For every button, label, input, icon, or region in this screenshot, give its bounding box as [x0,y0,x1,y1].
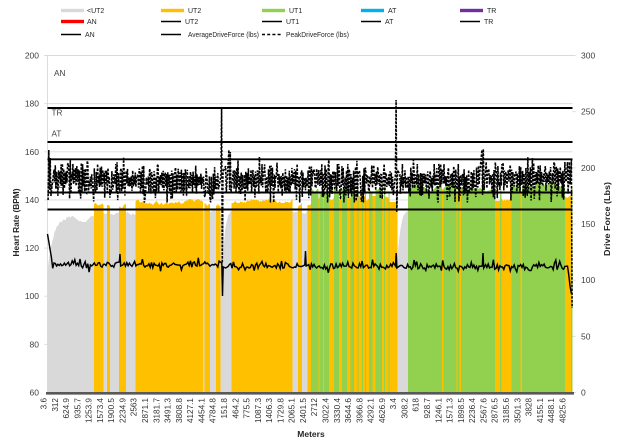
svg-text:2401.5: 2401.5 [299,398,308,423]
svg-text:PeakDriveForce (lbs): PeakDriveForce (lbs) [286,32,349,39]
svg-text:UT1: UT1 [289,8,302,15]
svg-text:1087.3: 1087.3 [254,398,263,423]
svg-text:AN: AN [54,69,65,78]
svg-text:4127.1: 4127.1 [186,398,195,423]
svg-text:3181.7: 3181.7 [152,398,161,423]
svg-text:UT1: UT1 [286,19,299,26]
svg-text:4155.1: 4155.1 [536,398,545,423]
svg-text:151.8: 151.8 [220,398,229,419]
svg-text:3828: 3828 [525,398,534,417]
svg-text:775.5: 775.5 [243,398,252,419]
svg-text:3.4: 3.4 [389,398,398,410]
svg-text:1253.9: 1253.9 [85,398,94,423]
svg-text:AT: AT [385,19,394,26]
svg-text:AverageDriveForce (lbs): AverageDriveForce (lbs) [188,32,259,39]
svg-text:180: 180 [25,99,39,109]
svg-text:AN: AN [87,19,97,26]
svg-text:<UT2: <UT2 [87,8,104,15]
svg-text:60: 60 [30,388,40,398]
svg-text:1900.5: 1900.5 [107,398,116,423]
svg-text:150: 150 [581,219,595,229]
svg-text:4626.9: 4626.9 [378,398,387,423]
svg-text:2236.4: 2236.4 [468,398,477,423]
svg-text:100: 100 [581,275,595,285]
svg-text:AT: AT [388,8,397,15]
svg-text:3.6: 3.6 [40,398,49,410]
svg-text:1573.4: 1573.4 [96,398,105,423]
svg-text:2712: 2712 [310,398,319,417]
svg-text:AN: AN [85,32,95,39]
svg-text:2567.6: 2567.6 [479,398,488,423]
svg-text:2234.9: 2234.9 [119,398,128,423]
svg-text:3491.3: 3491.3 [164,398,173,423]
svg-text:80: 80 [30,339,40,349]
svg-text:3185.6: 3185.6 [502,398,511,423]
svg-text:160: 160 [25,147,39,157]
svg-text:3501.3: 3501.3 [513,398,522,423]
svg-text:1571.3: 1571.3 [446,398,455,423]
svg-text:TR: TR [487,8,496,15]
svg-text:464.2: 464.2 [231,398,240,419]
svg-text:140: 140 [25,195,39,205]
svg-text:2876.5: 2876.5 [491,398,500,423]
svg-text:100: 100 [25,291,39,301]
svg-text:TR: TR [52,109,63,118]
svg-text:200: 200 [25,51,39,61]
svg-text:Meters: Meters [297,429,325,439]
svg-text:UT2: UT2 [185,19,198,26]
svg-text:UT2: UT2 [188,8,201,15]
svg-text:250: 250 [581,107,595,117]
svg-text:4825.6: 4825.6 [558,398,567,423]
svg-text:3022.4: 3022.4 [322,398,331,423]
svg-text:UT2: UT2 [47,181,63,190]
svg-text:Drive Force (Lbs): Drive Force (Lbs) [602,182,612,256]
svg-text:50: 50 [581,331,591,341]
svg-text:928.7: 928.7 [423,398,432,419]
svg-text:3966.8: 3966.8 [355,398,364,423]
svg-text:2871.1: 2871.1 [141,398,150,423]
svg-text:300: 300 [581,51,595,61]
svg-text:4454.1: 4454.1 [197,398,206,423]
svg-text:TR: TR [484,19,493,26]
svg-text:312: 312 [51,398,60,412]
svg-text:3330.4: 3330.4 [333,398,342,423]
svg-text:4488.1: 4488.1 [547,398,556,423]
svg-text:4292.1: 4292.1 [367,398,376,423]
svg-text:624.9: 624.9 [62,398,71,419]
svg-text:3808.8: 3808.8 [175,398,184,423]
svg-text:200: 200 [581,163,595,173]
svg-text:618: 618 [412,398,421,412]
svg-text:0: 0 [581,388,586,398]
svg-text:1246.1: 1246.1 [434,398,443,423]
svg-text:2065.1: 2065.1 [288,398,297,423]
svg-text:935.7: 935.7 [73,398,82,419]
svg-text:1406.3: 1406.3 [265,398,274,423]
svg-text:4784.8: 4784.8 [209,398,218,423]
svg-text:Heart Rate (BPM): Heart Rate (BPM) [11,188,21,256]
svg-text:2563: 2563 [130,398,139,417]
svg-text:1729.8: 1729.8 [276,398,285,423]
svg-text:3644.6: 3644.6 [344,398,353,423]
svg-text:120: 120 [25,243,39,253]
svg-text:AT: AT [52,130,62,139]
svg-text:308.2: 308.2 [401,398,410,419]
svg-text:1898.5: 1898.5 [457,398,466,423]
